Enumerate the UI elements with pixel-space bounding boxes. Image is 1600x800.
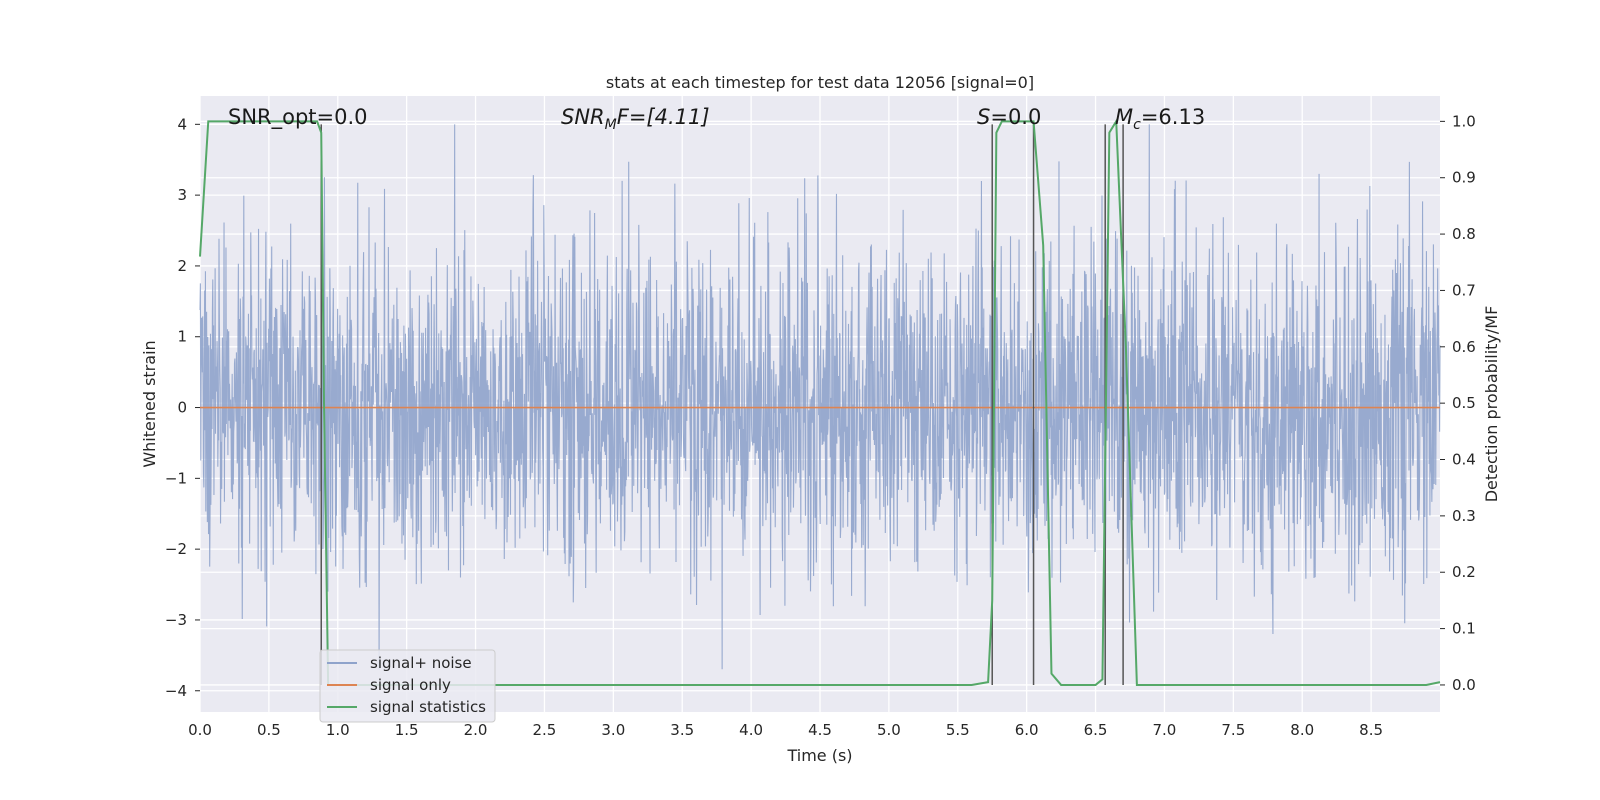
y-left-tick-label: −3	[165, 611, 187, 629]
annotation-s-italic: S	[977, 105, 990, 129]
x-tick-label: 8.5	[1359, 721, 1383, 739]
chart-title: stats at each timestep for test data 120…	[606, 73, 1034, 92]
legend-label-signal-only: signal only	[370, 676, 451, 694]
annotation-mc-sub: c	[1133, 117, 1141, 133]
y-right-tick-label: 0.5	[1452, 394, 1476, 412]
legend-label-signal-statistics: signal statistics	[370, 698, 486, 716]
annotation-s-rest: =0.0	[990, 105, 1041, 129]
x-tick-label: 3.0	[601, 721, 625, 739]
x-tick-label: 4.5	[808, 721, 832, 739]
annotation-snr-mf-base: SNR	[561, 105, 605, 129]
annotation-snr-mf-rest: F=[4.11]	[617, 105, 710, 129]
x-tick-label: 2.5	[533, 721, 557, 739]
series-signal-statistics	[199, 118, 1441, 686]
annotation-mc-base: M	[1115, 105, 1133, 129]
x-tick-label: 5.5	[946, 721, 970, 739]
y-right-tick-label: 0.7	[1452, 281, 1476, 299]
y-right-tick-label: 0.9	[1452, 169, 1476, 187]
x-tick-label: 2.0	[464, 721, 488, 739]
y-right-tick-label: 0.3	[1452, 507, 1476, 525]
y-left-tick-label: 4	[177, 115, 187, 133]
signal-statistics-line	[199, 118, 1441, 686]
y-right-tick-label: 0.8	[1452, 225, 1476, 243]
x-tick-label: 7.5	[1221, 721, 1245, 739]
legend-label-signal-noise: signal+ noise	[370, 654, 472, 672]
y-right-tick-label: 1.0	[1452, 112, 1476, 130]
y-left-tick-label: −2	[165, 540, 187, 558]
y-right-tick-label: 0.0	[1452, 676, 1476, 694]
y-left-tick-label: 0	[177, 399, 187, 417]
y-axis-right-label: Detection probability/MF	[1482, 306, 1501, 503]
legend-box	[319, 649, 496, 723]
signal-noise-trace	[199, 124, 1441, 670]
x-tick-label: 8.0	[1290, 721, 1314, 739]
annotation-mc: Mc=6.13	[1115, 105, 1205, 133]
y-right-tick-label: 0.6	[1452, 338, 1476, 356]
x-tick-label: 0.0	[188, 721, 212, 739]
x-axis-label: Time (s)	[786, 746, 852, 765]
y-left-tick-label: −1	[165, 469, 187, 487]
y-right-tick-label: 0.2	[1452, 563, 1476, 581]
annotation-s: S=0.0	[977, 105, 1041, 129]
x-tick-label: 7.0	[1153, 721, 1177, 739]
annotation-snr-mf-sub: M	[605, 117, 617, 133]
x-tick-label: 6.5	[1084, 721, 1108, 739]
y-left-tick-label: 1	[177, 328, 187, 346]
y-axis-left-label: Whitened strain	[140, 340, 159, 467]
y-left-tick-label: 2	[177, 257, 187, 275]
y-axis-right-ticks: 1.0 0.9 0.8 0.7 0.6 0.5 0.4 0.3 0.2 0.1 0.0	[1440, 112, 1476, 694]
series-signal-noise	[199, 124, 1441, 670]
x-tick-label: 5.0	[877, 721, 901, 739]
x-axis-ticks: 0.0 0.5 1.0 1.5 2.0 2.5 3.0 3.5 4.0 4.5 5.0 5.5 6.0 6…	[188, 721, 1383, 739]
y-left-tick-label: −4	[165, 682, 187, 700]
annotation-snr-mf: SNRMF=[4.11]	[561, 105, 710, 133]
y-left-tick-label: 3	[177, 186, 187, 204]
y-right-tick-label: 0.1	[1452, 620, 1476, 638]
x-tick-label: 0.5	[257, 721, 281, 739]
x-tick-label: 3.5	[670, 721, 694, 739]
x-tick-label: 4.0	[739, 721, 763, 739]
x-tick-label: 1.5	[395, 721, 419, 739]
y-axis-left-ticks: 4 3 2 1 0 −1 −2 −3 −4	[165, 115, 200, 700]
x-tick-label: 1.0	[326, 721, 350, 739]
y-right-tick-label: 0.4	[1452, 451, 1476, 469]
legend: signal+ noise signal only signal statist…	[319, 649, 496, 723]
annotation-snr-opt: SNR_opt=0.0	[228, 105, 368, 130]
annotation-mc-rest: =6.13	[1141, 105, 1205, 129]
x-tick-label: 6.0	[1015, 721, 1039, 739]
